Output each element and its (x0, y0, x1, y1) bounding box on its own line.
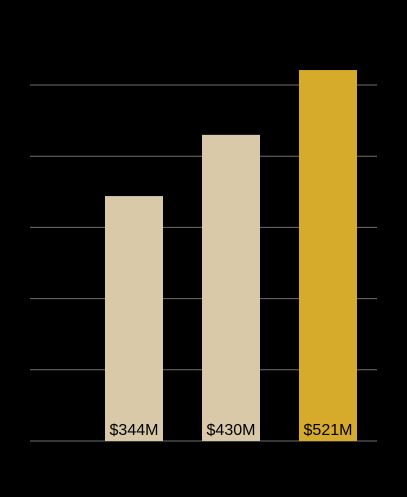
bar (299, 70, 357, 441)
value-label: $521M (304, 422, 353, 439)
bar (105, 196, 163, 441)
bar (202, 134, 260, 441)
value-label: $344M (110, 422, 159, 439)
value-label: $430M (207, 422, 256, 439)
